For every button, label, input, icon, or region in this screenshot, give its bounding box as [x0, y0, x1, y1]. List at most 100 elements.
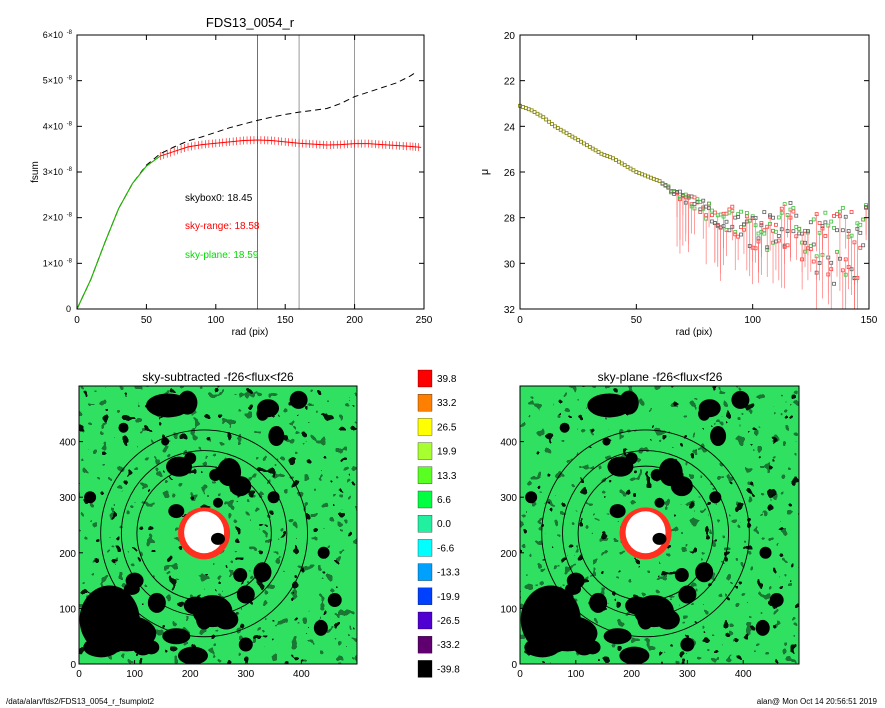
masked-object: [83, 637, 120, 658]
x-tick-label: 300: [679, 669, 696, 680]
masked-object: [609, 504, 626, 519]
mu-point: [759, 221, 764, 225]
masked-object: [214, 609, 239, 630]
mu-point: [840, 228, 845, 233]
y-tick-label: 4×10: [43, 121, 63, 131]
mu-point: [817, 221, 822, 225]
mu-point: [550, 122, 554, 126]
masked-object: [256, 406, 269, 421]
mu-plot-y-axis: 20 22 24 26 28 30 32: [504, 31, 869, 316]
mu-point: [858, 245, 863, 250]
colorbar-swatch: [417, 369, 433, 388]
annotation-skybox0: skybox0: 18.45: [185, 193, 253, 204]
masked-object: [625, 452, 638, 465]
mu-point: [762, 228, 767, 233]
masked-object: [168, 504, 185, 519]
mu-plot-data: [518, 103, 868, 309]
x-tick-label: 200: [346, 315, 363, 326]
masked-object: [674, 568, 689, 583]
x-tick-label: 0: [517, 669, 523, 680]
mu-point: [541, 115, 546, 120]
masked-object: [618, 390, 639, 415]
y-tick-exponent: -8: [67, 76, 73, 82]
y-tick-label: 6×10: [43, 30, 63, 40]
masked-object: [650, 468, 663, 481]
profile-plot-data: [76, 35, 422, 310]
masked-object: [769, 593, 784, 608]
mu-point: [733, 230, 738, 234]
masked-object: [196, 609, 213, 630]
masked-object: [654, 497, 665, 508]
masked-object: [236, 585, 255, 604]
colorbar-swatch: [417, 490, 433, 509]
mu-point: [858, 230, 863, 235]
mu-point: [823, 210, 828, 215]
masked-object: [525, 491, 538, 504]
mu-point: [736, 214, 741, 219]
mu-point: [864, 203, 868, 208]
y-tick-label: 28: [504, 214, 516, 225]
colorbar-label: -19.9: [437, 592, 460, 603]
x-tick-label: 0: [76, 669, 82, 680]
y-tick-label: 26: [504, 168, 516, 179]
mu-point: [779, 210, 784, 215]
masked-object: [710, 426, 727, 447]
masked-object: [238, 637, 253, 652]
mu-point: [707, 201, 711, 206]
masked-object: [253, 562, 272, 583]
mu-point: [829, 219, 834, 224]
colorbar-swatch: [417, 611, 433, 630]
colorbar-label: 39.8: [437, 374, 457, 385]
masked-object: [680, 637, 695, 652]
colorbar-swatch: [417, 418, 433, 436]
y-tick-label: 400: [500, 438, 517, 449]
masked-object: [233, 568, 248, 583]
mu-point: [832, 281, 836, 286]
mu-point: [811, 217, 816, 222]
mu-point: [742, 222, 746, 227]
colorbar-swatch: [417, 636, 433, 654]
mu-point: [849, 267, 854, 272]
masked-object: [565, 582, 582, 595]
mu-point: [721, 214, 726, 219]
map-left-axes: 00 100 100 200 200 300 300 400 400: [59, 438, 310, 680]
annulus-ellipse-0: [577, 465, 714, 602]
mu-point: [657, 179, 662, 184]
colorbar-swatch: [417, 587, 433, 605]
mu-point: [835, 228, 839, 233]
masked-object: [209, 468, 222, 481]
mu-point: [817, 261, 822, 265]
mu-point: [788, 201, 793, 205]
masked-object: [670, 476, 693, 497]
masked-object: [731, 390, 750, 409]
mu-point: [707, 206, 711, 211]
mu-point: [730, 224, 735, 229]
profile-plot: FDS13_0054_r 0 50 100 150 200 250 0 1×10 -8 2×10…: [30, 15, 433, 338]
x-tick-label: 0: [74, 315, 80, 326]
masked-object: [162, 628, 191, 645]
masked-object: [652, 532, 667, 545]
y-tick-label: 30: [504, 259, 516, 270]
y-tick-label: 0: [511, 660, 517, 671]
masked-object: [695, 562, 714, 583]
masked-object: [709, 491, 722, 504]
y-tick-exponent: -8: [67, 167, 73, 173]
colorbar-swatch: [417, 539, 433, 557]
colorbar-label: 19.9: [437, 447, 457, 458]
mu-point: [785, 243, 790, 248]
mu-point: [832, 225, 836, 230]
masked-object: [317, 546, 330, 559]
mu-point: [689, 204, 694, 209]
mu-point: [858, 222, 863, 227]
x-tick-label: 200: [182, 669, 199, 680]
map-right-axes: 00 100 100 200 200 300 300 400 400: [500, 438, 752, 680]
masked-object: [759, 546, 772, 559]
colorbar-label: 13.3: [437, 471, 457, 482]
mu-point: [861, 243, 866, 248]
y-tick-exponent: -8: [67, 258, 73, 264]
profile-plot-ylabel: fsum: [30, 161, 41, 183]
series-skybox0: [76, 71, 418, 310]
profile-plot-title: FDS13_0054_r: [206, 15, 295, 30]
profile-plot-frame: [76, 34, 425, 310]
map-sky-subtracted: sky-subtracted -f26<flux<f26 00 100 100 200…: [59, 370, 358, 680]
